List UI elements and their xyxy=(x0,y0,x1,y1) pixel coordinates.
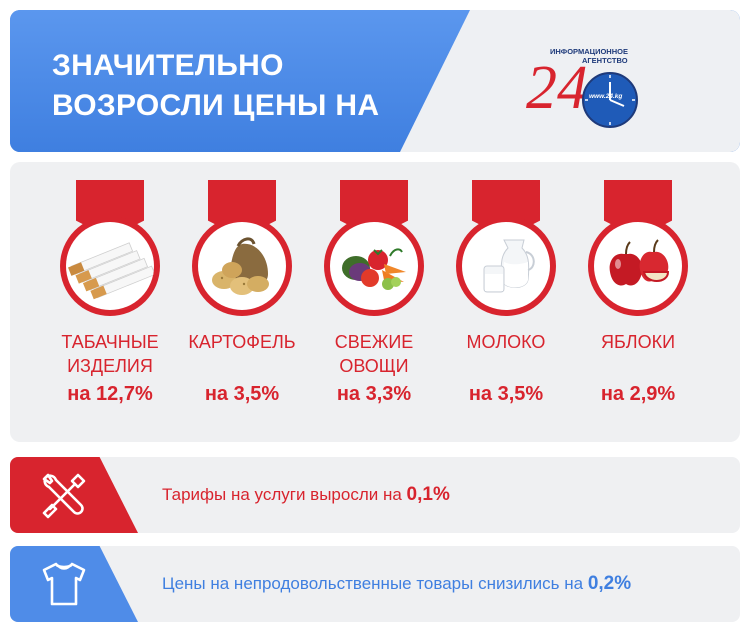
product-card: ЯБЛОКИ на 2,9% xyxy=(582,180,694,420)
header-banner: ЗНАЧИТЕЛЬНО ВОЗРОСЛИ ЦЕНЫ НА 24 ИНФОРМАЦ… xyxy=(10,10,740,152)
services-label: Тарифы на услуги выросли на xyxy=(162,485,402,504)
product-percent: на 3,5% xyxy=(468,383,544,405)
product-name: КАРТОФЕЛЬ xyxy=(174,330,310,354)
product-image xyxy=(462,222,550,310)
product-card: КАРТОФЕЛЬ на 3,5% xyxy=(186,180,298,420)
product-name-line-2: ОВОЩИ xyxy=(339,356,409,376)
product-name: МОЛОКО xyxy=(438,330,574,354)
logo-agency-line-2: АГЕНТСТВО xyxy=(582,56,628,65)
apples-icon xyxy=(609,239,670,286)
product-ring xyxy=(60,216,160,316)
product-name: ЯБЛОКИ xyxy=(570,330,706,354)
product-ring xyxy=(192,216,292,316)
product-percent: на 3,3% xyxy=(336,383,412,405)
products-panel: ТАБАЧНЫЕ ИЗДЕЛИЯ на 12,7% КАРТОФЕЛЬ xyxy=(10,162,740,442)
milk-icon xyxy=(483,239,535,293)
nonfood-value: 0,2% xyxy=(587,573,632,594)
title-line-1: ЗНАЧИТЕЛЬНО xyxy=(52,49,284,82)
product-name-line-1: МОЛОКО xyxy=(466,332,546,352)
product-card: МОЛОКО на 3,5% xyxy=(450,180,562,420)
title-line-2: ВОЗРОСЛИ ЦЕНЫ НА xyxy=(52,89,380,122)
potatoes-icon xyxy=(212,237,269,295)
product-percent: на 2,9% xyxy=(600,383,676,405)
product-ring xyxy=(588,216,688,316)
services-text: Тарифы на услуги выросли на 0,1% xyxy=(162,457,450,533)
services-accent xyxy=(10,457,138,533)
product-name: СВЕЖИЕ ОВОЩИ xyxy=(306,330,442,378)
tools-icon xyxy=(42,473,86,519)
logo-agency-line-1: ИНФОРМАЦИОННОЕ xyxy=(550,47,628,56)
product-image xyxy=(594,222,682,310)
product-name: ТАБАЧНЫЕ ИЗДЕЛИЯ xyxy=(42,330,178,378)
product-name-line-1: СВЕЖИЕ xyxy=(334,332,414,352)
services-value: 0,1% xyxy=(406,484,450,505)
product-name-line-1: ТАБАЧНЫЕ xyxy=(61,332,159,352)
services-bar: Тарифы на услуги выросли на 0,1% xyxy=(10,457,740,533)
agency-logo: 24 ИНФОРМАЦИОННОЕ АГЕНТСТВО www.24.kg xyxy=(526,47,638,128)
nonfood-text: Цены на непродовольственные товары снизи… xyxy=(162,546,631,622)
nonfood-bar: Цены на непродовольственные товары снизи… xyxy=(10,546,740,622)
product-name-line-2: ИЗДЕЛИЯ xyxy=(67,356,153,376)
logo-site: www.24.kg xyxy=(589,93,622,100)
cigarettes-icon xyxy=(68,242,154,300)
product-image xyxy=(330,222,418,310)
tshirt-icon xyxy=(42,562,86,606)
product-image xyxy=(198,222,286,310)
product-image xyxy=(66,222,154,310)
product-ring xyxy=(456,216,556,316)
product-name-line-1: КАРТОФЕЛЬ xyxy=(188,332,296,352)
nonfood-label: Цены на непродовольственные товары снизи… xyxy=(162,574,584,593)
product-ring xyxy=(324,216,424,316)
vegetables-icon xyxy=(342,248,406,290)
product-name-line-1: ЯБЛОКИ xyxy=(600,332,676,352)
page-title: ЗНАЧИТЕЛЬНО ВОЗРОСЛИ ЦЕНЫ НА xyxy=(52,46,382,126)
product-percent: на 12,7% xyxy=(67,383,153,405)
product-card: ТАБАЧНЫЕ ИЗДЕЛИЯ на 12,7% xyxy=(54,180,166,420)
product-card: СВЕЖИЕ ОВОЩИ на 3,3% xyxy=(318,180,430,420)
product-percent: на 3,5% xyxy=(204,383,280,405)
logo-number: 24 xyxy=(526,54,588,122)
nonfood-accent xyxy=(10,546,138,622)
